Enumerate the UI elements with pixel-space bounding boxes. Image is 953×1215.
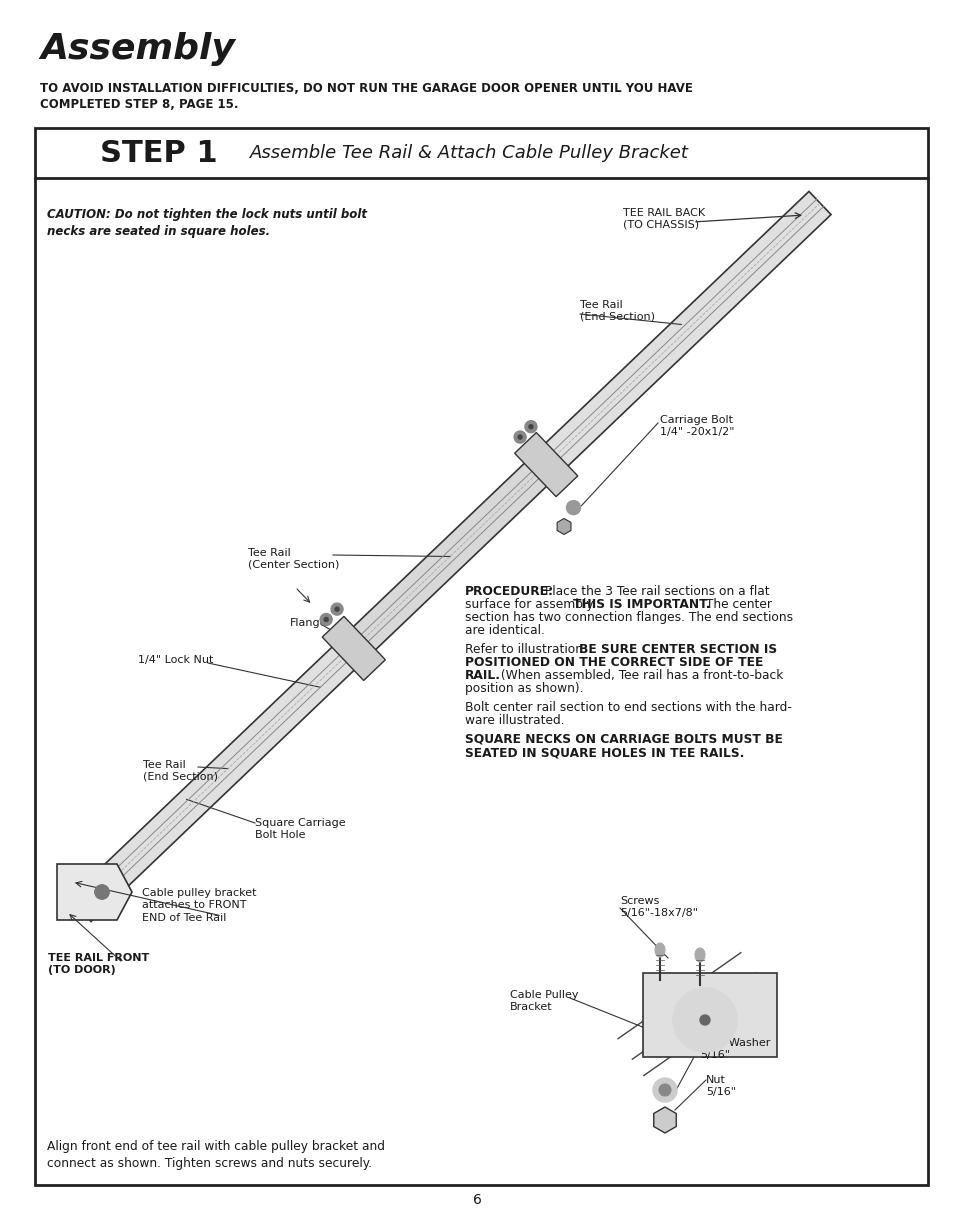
Text: (When assembled, Tee rail has a front-to-back: (When assembled, Tee rail has a front-to… [497,669,782,682]
Text: surface for assembly.: surface for assembly. [464,598,599,611]
Text: Tee Rail
(End Section): Tee Rail (End Section) [143,761,218,781]
Polygon shape [57,864,132,920]
Text: Tee Rail
(Center Section): Tee Rail (Center Section) [248,548,339,570]
Text: Refer to illustration.: Refer to illustration. [464,643,590,656]
Text: 6: 6 [472,1193,481,1206]
Text: CAUTION: Do not tighten the lock nuts until bolt
necks are seated in square hole: CAUTION: Do not tighten the lock nuts un… [47,208,367,238]
Text: Lock Washer
5/16": Lock Washer 5/16" [700,1038,770,1059]
Circle shape [95,885,109,899]
Text: TEE RAIL BACK
(TO CHASSIS): TEE RAIL BACK (TO CHASSIS) [622,208,704,230]
Text: Tee Rail
(End Section): Tee Rail (End Section) [579,300,655,322]
Text: ware illustrated.: ware illustrated. [464,714,564,727]
Circle shape [672,988,737,1052]
Text: are identical.: are identical. [464,625,544,637]
Circle shape [95,885,109,899]
Text: RAIL.: RAIL. [464,669,500,682]
FancyBboxPatch shape [35,128,927,1185]
Circle shape [324,617,328,622]
Text: section has two connection flanges. The end sections: section has two connection flanges. The … [464,611,792,625]
Text: THIS IS IMPORTANT.: THIS IS IMPORTANT. [573,598,710,611]
Polygon shape [322,616,385,680]
Circle shape [566,501,580,515]
Text: PROCEDURE:: PROCEDURE: [464,584,554,598]
Circle shape [652,1078,677,1102]
Text: POSITIONED ON THE CORRECT SIDE OF TEE: POSITIONED ON THE CORRECT SIDE OF TEE [464,656,762,669]
Polygon shape [69,637,364,921]
Text: Cable Pulley
Bracket: Cable Pulley Bracket [510,990,578,1012]
Circle shape [331,603,343,615]
Text: Cable pulley bracket
attaches to FRONT
END of Tee Rail: Cable pulley bracket attaches to FRONT E… [142,888,256,923]
Text: SQUARE NECKS ON CARRIAGE BOLTS MUST BE: SQUARE NECKS ON CARRIAGE BOLTS MUST BE [464,733,782,746]
Text: Flange: Flange [290,618,327,628]
Ellipse shape [655,943,664,957]
Text: TEE RAIL FRONT
(TO DOOR): TEE RAIL FRONT (TO DOOR) [48,953,149,974]
Text: Square Carriage
Bolt Hole: Square Carriage Bolt Hole [254,818,345,840]
Text: Flange: Flange [539,470,577,480]
Text: 1/4" Lock Nut: 1/4" Lock Nut [138,655,213,665]
Polygon shape [342,453,557,660]
Circle shape [517,435,521,439]
Circle shape [659,1084,670,1096]
Text: Bolt center rail section to end sections with the hard-: Bolt center rail section to end sections… [464,701,791,714]
Text: COMPLETED STEP 8, PAGE 15.: COMPLETED STEP 8, PAGE 15. [40,98,238,111]
Text: The center: The center [701,598,771,611]
Circle shape [320,614,332,626]
Circle shape [524,420,537,433]
Text: Place the 3 Tee rail sections on a flat: Place the 3 Tee rail sections on a flat [540,584,769,598]
Text: Screws
5/16"-18x7/8": Screws 5/16"-18x7/8" [619,895,698,917]
Text: Carriage Bolt
1/4" -20x1/2": Carriage Bolt 1/4" -20x1/2" [659,416,734,436]
Circle shape [514,431,525,443]
Text: SEATED IN SQUARE HOLES IN TEE RAILS.: SEATED IN SQUARE HOLES IN TEE RAILS. [464,746,743,759]
Text: position as shown).: position as shown). [464,682,583,695]
Text: Assembly: Assembly [40,32,234,66]
FancyBboxPatch shape [642,973,776,1057]
Ellipse shape [695,948,704,962]
Text: Nut
5/16": Nut 5/16" [705,1075,735,1097]
Polygon shape [535,192,830,476]
Text: Assemble Tee Rail & Attach Cable Pulley Bracket: Assemble Tee Rail & Attach Cable Pulley … [250,145,688,162]
Text: Align front end of tee rail with cable pulley bracket and
connect as shown. Tigh: Align front end of tee rail with cable p… [47,1140,385,1170]
Circle shape [335,608,338,611]
Circle shape [528,425,533,429]
Text: STEP 1: STEP 1 [100,139,217,168]
Polygon shape [514,433,578,497]
Text: TO AVOID INSTALLATION DIFFICULTIES, DO NOT RUN THE GARAGE DOOR OPENER UNTIL YOU : TO AVOID INSTALLATION DIFFICULTIES, DO N… [40,81,692,95]
Text: BE SURE CENTER SECTION IS: BE SURE CENTER SECTION IS [578,643,777,656]
Circle shape [700,1015,709,1025]
